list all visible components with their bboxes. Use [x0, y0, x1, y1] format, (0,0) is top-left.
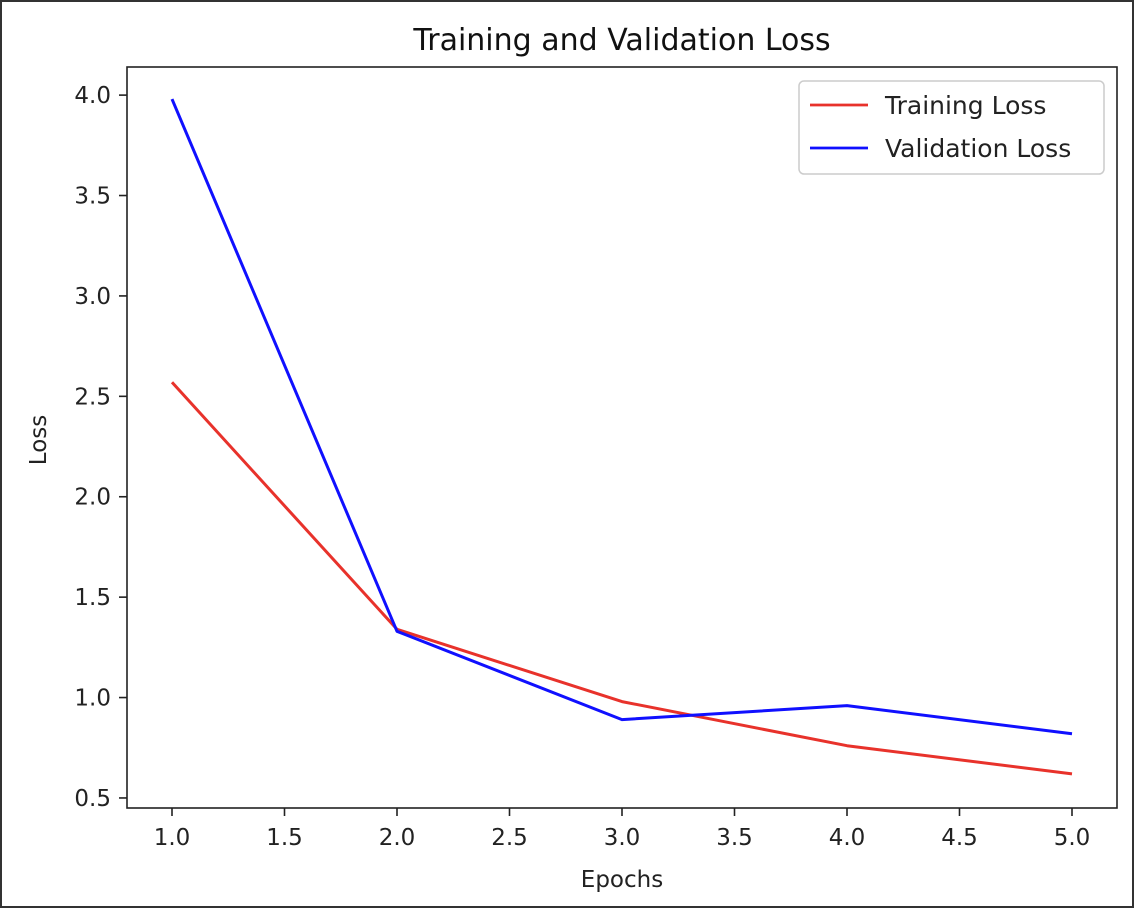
x-axis-label: Epochs — [581, 867, 663, 893]
series-lines — [170, 98, 1073, 776]
series-line-training-loss — [170, 381, 1073, 776]
x-tick-label: 1.0 — [154, 825, 191, 851]
y-tick-label: 0.5 — [74, 786, 111, 812]
y-tick-label: 4.0 — [74, 83, 111, 109]
legend-box — [798, 80, 1105, 175]
y-tick-label: 1.5 — [74, 585, 111, 611]
y-tick-label: 3.5 — [74, 184, 111, 210]
x-tick-label: 1.5 — [266, 825, 303, 851]
x-tick-label: 4.5 — [941, 825, 978, 851]
x-tick-label: 2.5 — [491, 825, 528, 851]
y-tick-label: 2.0 — [74, 485, 111, 511]
legend-label-training: Training Loss — [884, 91, 1046, 120]
y-axis: 0.5 1.0 1.5 2.0 2.5 3.0 3.5 4.0 — [74, 83, 127, 812]
x-tick-label: 2.0 — [379, 825, 416, 851]
y-tick-label: 1.0 — [74, 686, 111, 712]
x-tick-label: 3.5 — [716, 825, 753, 851]
plot-area — [126, 66, 1118, 809]
x-axis: 1.0 1.5 2.0 2.5 3.0 3.5 4.0 4.5 5.0 — [154, 808, 1091, 851]
y-tick-label: 3.0 — [74, 284, 111, 310]
y-axis-label: Loss — [26, 415, 52, 465]
x-tick-label: 3.0 — [604, 825, 641, 851]
y-tick-label: 2.5 — [74, 384, 111, 410]
series-line-validation-loss — [170, 98, 1073, 736]
x-tick-label: 5.0 — [1054, 825, 1091, 851]
legend-label-validation: Validation Loss — [885, 134, 1071, 163]
legend: Training Loss Validation Loss — [798, 80, 1105, 175]
x-tick-label: 4.0 — [829, 825, 866, 851]
chart-title: Training and Validation Loss — [412, 23, 830, 58]
